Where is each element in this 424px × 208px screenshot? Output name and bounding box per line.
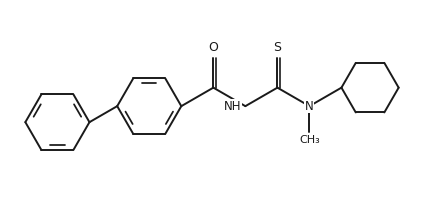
Text: CH₃: CH₃ [299, 135, 320, 145]
Text: N: N [305, 100, 314, 113]
Text: O: O [209, 41, 218, 54]
Text: NH: NH [224, 100, 241, 113]
Text: S: S [273, 41, 282, 54]
